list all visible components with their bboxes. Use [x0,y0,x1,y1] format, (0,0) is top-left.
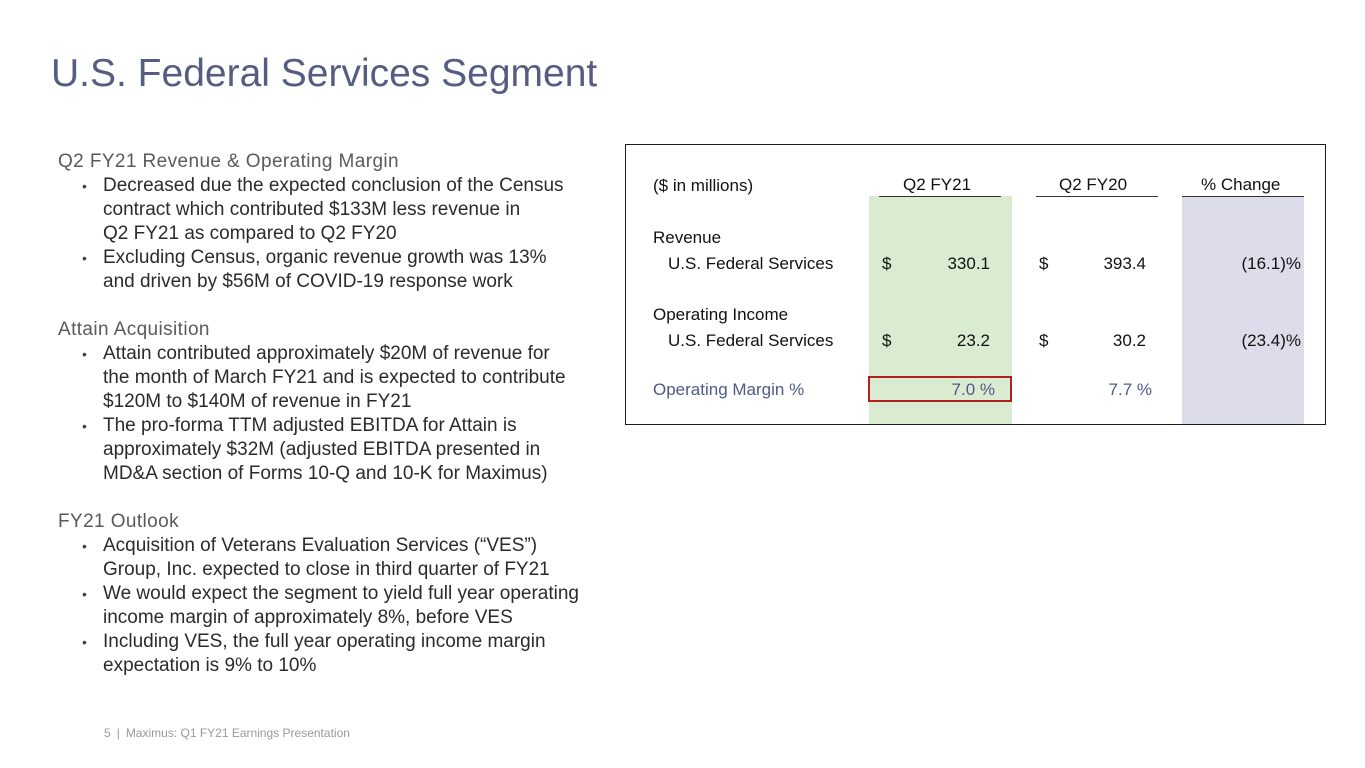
operating-income-q2fy21-value: 23.2 [956,331,990,350]
bullet-item: • The pro-forma TTM adjusted EBITDA for … [58,414,618,486]
bullet-line: Decreased due the expected conclusion of… [103,175,564,196]
bullet-line: $120M to $140M of revenue in FY21 [103,391,412,412]
bullet-item: • We would expect the segment to yield f… [58,582,618,630]
operating-income-row-label: U.S. Federal Services [668,331,834,350]
bullet-line: expectation is 9% to 10% [103,655,317,676]
highlight-box [868,376,1012,402]
q2fy21-column-shade [869,196,1012,424]
bullet-item: • Excluding Census, organic revenue grow… [58,246,618,294]
bullet-line: Excluding Census, organic revenue growth… [103,247,547,268]
bullet-dot: • [82,418,87,434]
section-heading: Attain Acquisition [58,319,210,340]
revenue-q2fy21-value: 330.1 [947,254,990,273]
column-header-q2fy21: Q2 FY21 [903,175,972,194]
bullet-list: • Attain contributed approximately $20M … [58,342,618,486]
bullet-item: • Attain contributed approximately $20M … [58,342,618,414]
section-attain-acquisition: Attain Acquisition • Attain contributed … [58,318,618,486]
column-header-q2fy20: Q2 FY20 [1059,175,1128,194]
operating-margin-q2fy20-value: 7.7 % [1108,380,1152,399]
bullet-line: Including VES, the full year operating i… [103,631,546,652]
operating-margin-label: Operating Margin % [653,380,805,399]
header-underline [1182,196,1304,197]
bullet-line: The pro-forma TTM adjusted EBITDA for At… [103,415,517,436]
bullet-line: income margin of approximately 8%, befor… [103,607,513,628]
revenue-q2fy20-value: 393.4 [1103,254,1146,273]
currency-symbol: $ [1039,331,1049,350]
financial-table: ($ in millions) Q2 FY21 Q2 FY20 % Change… [625,144,1326,425]
bullet-line: Acquisition of Veterans Evaluation Servi… [103,535,538,556]
operating-income-q2fy20-value: 30.2 [1112,331,1146,350]
bullet-dot: • [82,250,87,266]
bullet-line: approximately $32M (adjusted EBITDA pres… [103,439,541,460]
currency-symbol: $ [1039,254,1049,273]
bullet-item: • Including VES, the full year operating… [58,630,618,678]
header-underline [879,196,1001,197]
page-number: 5 [104,726,111,740]
section-heading: Q2 FY21 Revenue & Operating Margin [58,151,399,172]
currency-symbol: $ [882,331,892,350]
bullet-line: the month of March FY21 and is expected … [103,367,566,388]
operating-income-heading: Operating Income [653,305,789,324]
bullet-line: and driven by $56M of COVID-19 response … [103,271,513,292]
units-label: ($ in millions) [653,176,754,195]
bullet-line: Group, Inc. expected to close in third q… [103,559,550,580]
bullet-line: Attain contributed approximately $20M of… [103,343,550,364]
bullet-dot: • [82,178,87,194]
currency-symbol: $ [882,254,892,273]
revenue-change-value: (16.1)% [1241,254,1301,273]
header-underline [1036,196,1158,197]
bullet-list: • Acquisition of Veterans Evaluation Ser… [58,534,618,678]
bullet-dot: • [82,586,87,602]
bullet-dot: • [82,634,87,650]
change-column-shade [1182,196,1304,424]
bullet-line: Q2 FY21 as compared to Q2 FY20 [103,223,397,244]
page-title: U.S. Federal Services Segment [51,52,598,95]
bullet-line: We would expect the segment to yield ful… [103,583,579,604]
bullet-item: • Decreased due the expected conclusion … [58,174,618,246]
section-fy21-outlook: FY21 Outlook • Acquisition of Veterans E… [58,510,618,678]
revenue-row-label: U.S. Federal Services [668,254,834,273]
footer: 5 | Maximus: Q1 FY21 Earnings Presentation [104,726,350,740]
footer-text: Maximus: Q1 FY21 Earnings Presentation [125,726,350,740]
column-header-change: % Change [1201,175,1281,194]
section-revenue-margin: Q2 FY21 Revenue & Operating Margin • Dec… [58,150,618,294]
revenue-heading: Revenue [653,228,722,247]
commentary-column: Q2 FY21 Revenue & Operating Margin • Dec… [58,150,618,678]
bullet-dot: • [82,346,87,362]
bullet-line: MD&A section of Forms 10-Q and 10-K for … [103,463,548,484]
section-heading: FY21 Outlook [58,511,179,532]
bullet-line: contract which contributed $133M less re… [103,199,521,220]
operating-margin-q2fy21-value: 7.0 % [951,380,995,399]
footer-separator: | [116,726,120,740]
operating-income-change-value: (23.4)% [1241,331,1301,350]
bullet-dot: • [82,538,87,554]
bullet-item: • Acquisition of Veterans Evaluation Ser… [58,534,618,582]
bullet-list: • Decreased due the expected conclusion … [58,174,618,294]
